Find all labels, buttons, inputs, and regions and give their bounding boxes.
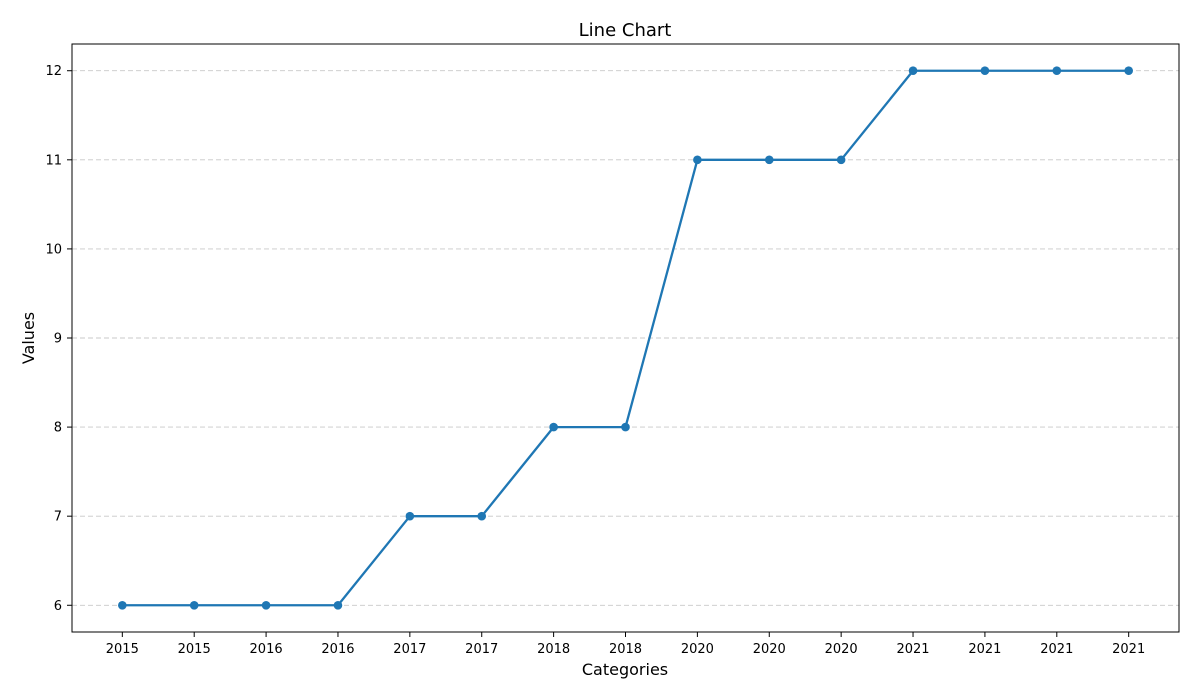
data-point bbox=[1124, 66, 1133, 76]
y-tick-label: 7 bbox=[54, 510, 62, 525]
y-tick-label: 12 bbox=[45, 64, 62, 79]
data-point bbox=[836, 155, 846, 165]
data-point bbox=[261, 600, 271, 610]
x-tick-label: 2017 bbox=[393, 642, 426, 657]
data-point bbox=[980, 66, 990, 76]
y-tick-label: 6 bbox=[54, 599, 62, 614]
data-point bbox=[189, 600, 199, 610]
x-tick-label: 2016 bbox=[250, 642, 283, 657]
y-tick-label: 11 bbox=[45, 153, 62, 168]
data-point bbox=[1052, 66, 1062, 76]
x-tick-label: 2015 bbox=[178, 642, 211, 657]
plot-frame bbox=[71, 43, 1180, 633]
x-tick-label: 2018 bbox=[609, 642, 642, 657]
x-tick-label: 2016 bbox=[321, 642, 354, 657]
grid bbox=[72, 70, 1179, 606]
y-tick-label: 10 bbox=[45, 242, 62, 257]
x-tick-label: 2021 bbox=[1112, 642, 1145, 657]
x-axis-label: Categories bbox=[582, 660, 668, 679]
x-tick-label: 2020 bbox=[753, 642, 786, 657]
chart-title: Line Chart bbox=[579, 20, 672, 41]
x-tick-label: 2020 bbox=[681, 642, 714, 657]
x-tick-label: 2021 bbox=[896, 642, 929, 657]
x-tick-label: 2021 bbox=[968, 642, 1001, 657]
x-tick-label: 2021 bbox=[1040, 642, 1073, 657]
x-axis: 2015 2015 2016 2016 2017 2017 2018 2018 2020 2020… bbox=[106, 632, 1145, 657]
x-tick-label: 2017 bbox=[465, 642, 498, 657]
y-axis: 6 7 8 9 10 11 12 bbox=[45, 64, 72, 614]
y-tick-label: 9 bbox=[54, 332, 62, 347]
data-point bbox=[118, 600, 127, 610]
series-layer bbox=[118, 66, 1133, 610]
x-tick-label: 2015 bbox=[106, 642, 139, 657]
data-point bbox=[908, 66, 918, 76]
y-tick-label: 8 bbox=[54, 421, 62, 436]
y-axis-label: Values bbox=[19, 312, 38, 364]
data-point bbox=[333, 600, 343, 610]
data-point bbox=[549, 422, 558, 432]
data-point bbox=[621, 422, 630, 432]
x-tick-label: 2020 bbox=[825, 642, 858, 657]
x-tick-label: 2018 bbox=[537, 642, 570, 657]
data-point bbox=[477, 511, 487, 521]
data-point bbox=[764, 155, 774, 165]
data-point bbox=[693, 155, 702, 165]
data-point bbox=[405, 511, 415, 521]
